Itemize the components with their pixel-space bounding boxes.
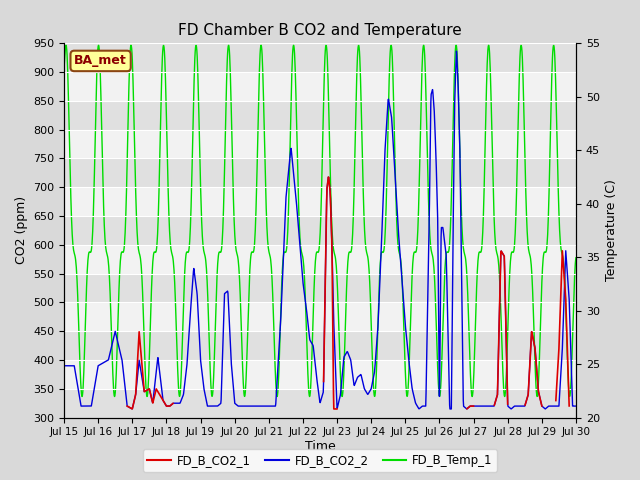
Line: FD_B_Temp_1: FD_B_Temp_1 <box>64 45 576 396</box>
Line: FD_B_CO2_1: FD_B_CO2_1 <box>127 177 569 409</box>
FD_B_Temp_1 <box>60 64 68 70</box>
FD_B_CO2_2 <box>446 406 454 412</box>
FD_B_CO2_2 <box>120 379 128 385</box>
Text: BA_met: BA_met <box>74 54 127 67</box>
FD_B_Temp_1 <box>111 394 118 399</box>
Bar <box>64 216 576 245</box>
FD_B_Temp_1 <box>572 255 580 261</box>
FD_B_CO2_2 <box>572 403 580 409</box>
FD_B_Temp_1 <box>352 101 360 107</box>
FD_B_CO2_2 <box>100 360 108 366</box>
Bar <box>64 331 576 360</box>
Bar <box>64 158 576 187</box>
FD_B_Temp_1 <box>289 52 296 58</box>
FD_B_CO2_2 <box>452 48 460 54</box>
Bar <box>64 274 576 302</box>
FD_B_CO2_2 <box>288 153 296 158</box>
Line: FD_B_CO2_2: FD_B_CO2_2 <box>64 51 576 409</box>
Y-axis label: Temperature (C): Temperature (C) <box>605 180 618 281</box>
Y-axis label: CO2 (ppm): CO2 (ppm) <box>15 196 28 264</box>
FD_B_Temp_1 <box>298 250 305 256</box>
Legend: FD_B_CO2_1, FD_B_CO2_2, FD_B_Temp_1: FD_B_CO2_1, FD_B_CO2_2, FD_B_Temp_1 <box>143 449 497 472</box>
FD_B_CO2_2 <box>297 256 305 262</box>
FD_B_CO2_2 <box>351 380 359 386</box>
Bar <box>64 101 576 130</box>
Title: FD Chamber B CO2 and Temperature: FD Chamber B CO2 and Temperature <box>178 23 462 38</box>
FD_B_CO2_2 <box>277 305 285 311</box>
FD_B_Temp_1 <box>278 276 285 282</box>
Bar <box>64 389 576 418</box>
Bar <box>64 43 576 72</box>
FD_B_Temp_1 <box>122 230 129 236</box>
FD_B_CO2_2 <box>60 363 68 369</box>
FD_B_Temp_1 <box>62 42 70 48</box>
X-axis label: Time: Time <box>305 440 335 453</box>
FD_B_Temp_1 <box>100 214 108 220</box>
